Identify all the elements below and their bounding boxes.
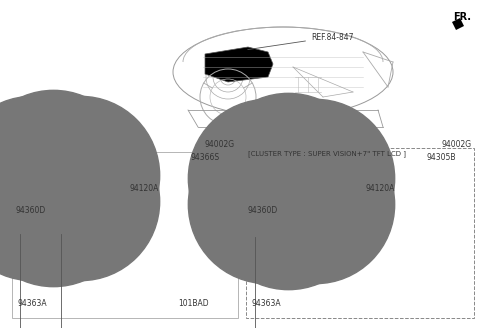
Polygon shape xyxy=(67,169,104,201)
Text: 94120A: 94120A xyxy=(130,184,159,193)
Polygon shape xyxy=(237,204,324,240)
Text: 94002G: 94002G xyxy=(205,140,235,149)
Ellipse shape xyxy=(22,211,46,228)
Ellipse shape xyxy=(263,176,296,204)
Polygon shape xyxy=(64,165,108,205)
Polygon shape xyxy=(23,161,87,213)
Polygon shape xyxy=(2,201,89,237)
Ellipse shape xyxy=(284,215,303,230)
Polygon shape xyxy=(24,209,85,216)
Ellipse shape xyxy=(286,176,318,204)
Text: 94360D: 94360D xyxy=(15,206,45,215)
Ellipse shape xyxy=(51,173,84,201)
Text: 94363A: 94363A xyxy=(252,299,282,308)
Polygon shape xyxy=(205,47,273,82)
Text: [CLUSTER TYPE : SUPER VISION+7" TFT LCD ]: [CLUSTER TYPE : SUPER VISION+7" TFT LCD … xyxy=(248,150,406,157)
Polygon shape xyxy=(302,172,339,204)
Text: 94366S: 94366S xyxy=(191,153,220,162)
Text: 94363A: 94363A xyxy=(18,299,48,308)
Text: 94002G: 94002G xyxy=(442,140,472,149)
Text: 94360D: 94360D xyxy=(248,206,278,215)
Text: 94305B: 94305B xyxy=(427,153,456,162)
Polygon shape xyxy=(452,18,464,30)
Polygon shape xyxy=(26,167,84,209)
Text: REF.84-847: REF.84-847 xyxy=(248,32,353,50)
Ellipse shape xyxy=(49,212,68,227)
Polygon shape xyxy=(300,168,343,208)
Text: 101BAD: 101BAD xyxy=(178,299,209,308)
Ellipse shape xyxy=(257,214,281,231)
Text: 94120A: 94120A xyxy=(365,184,395,193)
Polygon shape xyxy=(258,164,322,215)
Ellipse shape xyxy=(28,173,60,201)
Polygon shape xyxy=(260,212,320,219)
Polygon shape xyxy=(262,170,318,212)
Text: FR.: FR. xyxy=(453,12,471,22)
